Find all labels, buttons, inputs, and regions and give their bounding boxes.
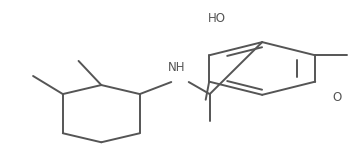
Text: NH: NH bbox=[168, 61, 185, 74]
Text: O: O bbox=[332, 91, 341, 104]
Text: HO: HO bbox=[208, 12, 226, 24]
